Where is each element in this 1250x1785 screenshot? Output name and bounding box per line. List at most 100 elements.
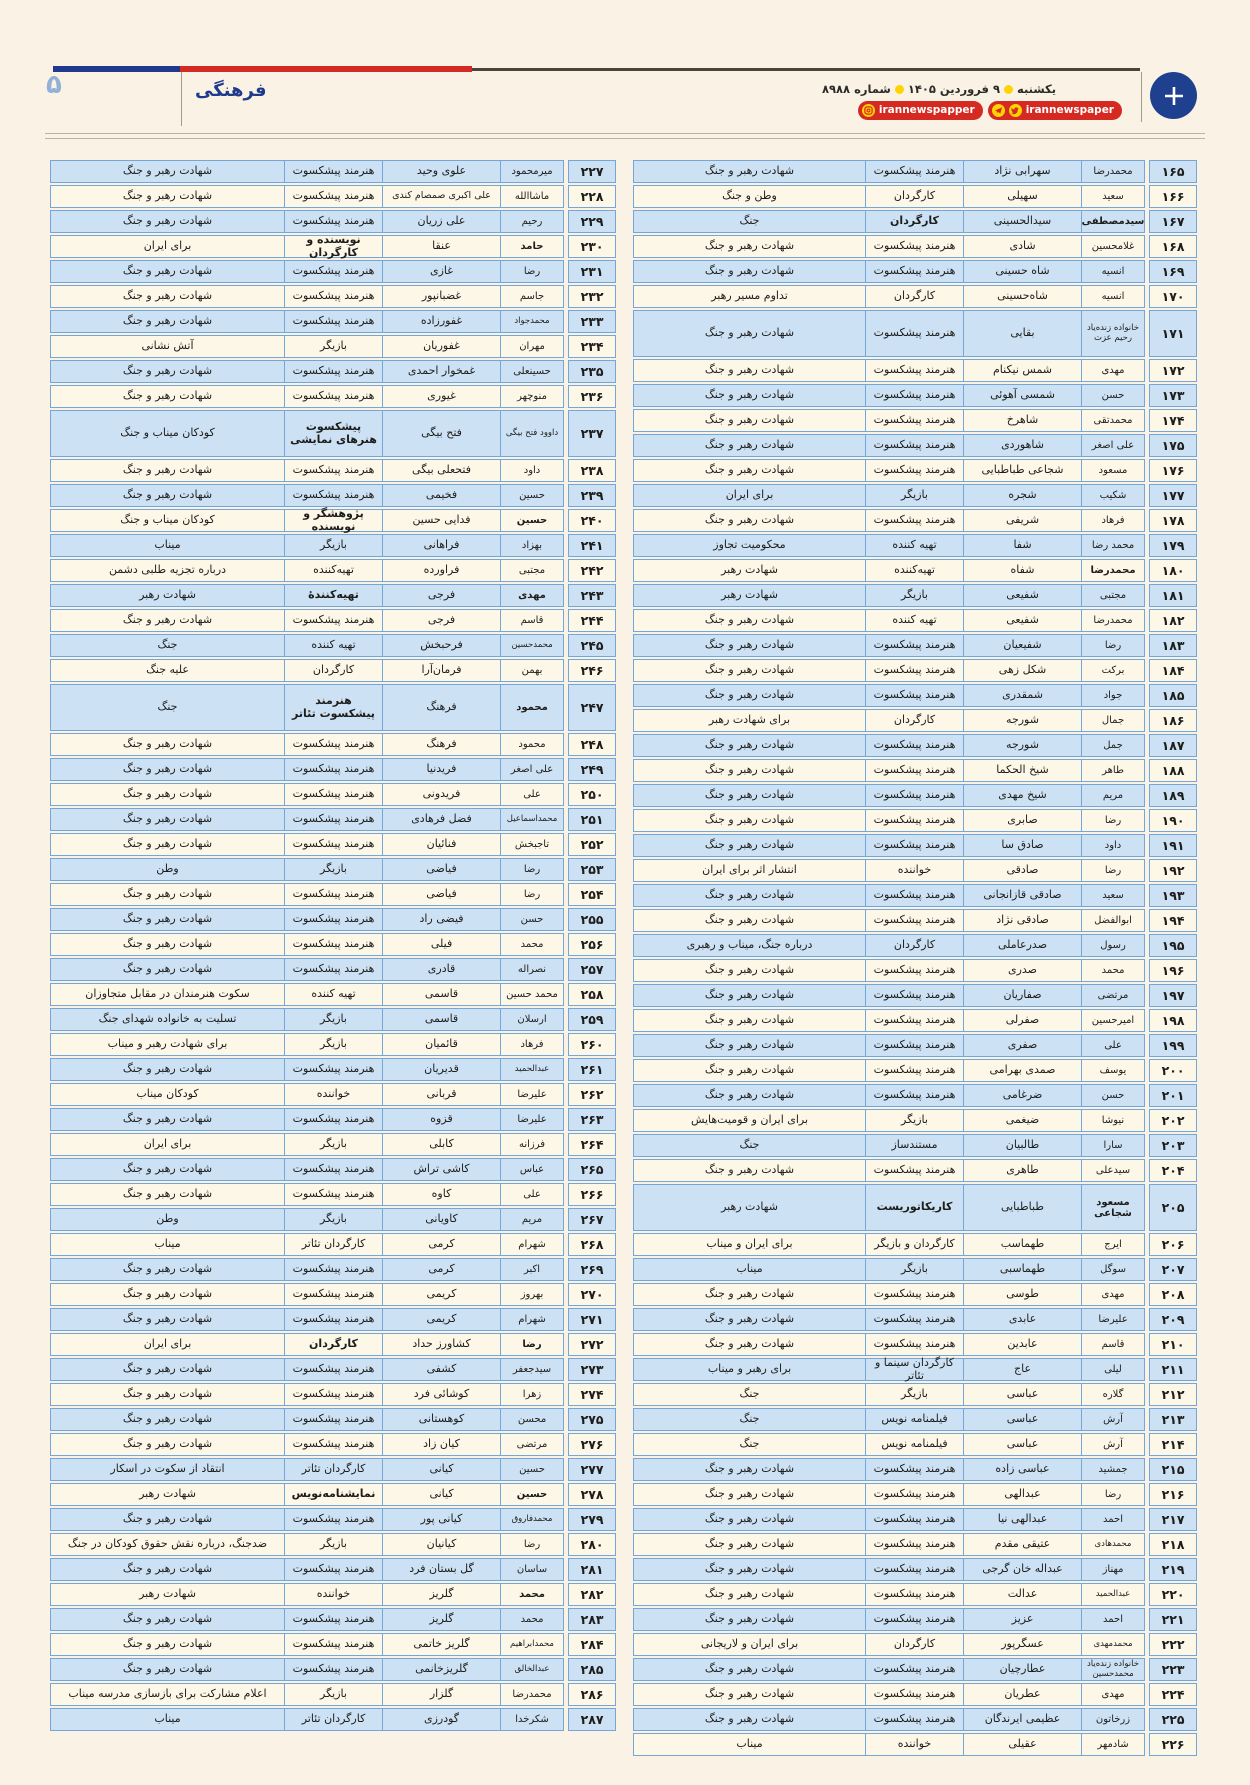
row-number: ۲۳۵ [568, 360, 616, 383]
row-number: ۲۲۳ [1149, 1658, 1197, 1681]
table-row: ۱۹۶ محمد صدری هنرمند پیشکسوت شهادت رهبر و جن… [633, 959, 1197, 982]
header-accent-bar-red [180, 66, 472, 72]
cell-cause: شهادت رهبر و جنگ [51, 161, 285, 182]
row-number: ۱۷۷ [1149, 484, 1197, 507]
cell-first-name: سیدجعفر [512, 1364, 552, 1375]
cell-profession: هنرمند پیشکسوت [866, 1559, 964, 1580]
row-cells: محمدجواد غفورزاده هنرمند پیشکسوت شهادت رهبر… [50, 310, 564, 333]
table-row: ۲۰۷ سوگل طهماسبی بازیگر میناب [633, 1258, 1197, 1281]
row-number: ۲۳۹ [568, 484, 616, 507]
cell-first-name: مجتبی [1099, 590, 1127, 601]
cell-surname: عبدالهی [964, 1484, 1082, 1505]
cell-surname: علی اکبری صمصام کندی [383, 186, 501, 207]
cell-cause: میناب [51, 535, 285, 556]
cell-first-name: سعید [1102, 191, 1124, 202]
cell-surname: فیضی راد [383, 909, 501, 930]
cell-surname: عابدی [964, 1309, 1082, 1330]
table-row: ۲۵۵ حسن فیضی راد هنرمند پیشکسوت شهادت رهبر و… [50, 908, 616, 931]
table-row: ۲۱۸ محمدهادی عتیقی مقدم هنرمند پیشکسوت شهادت… [633, 1533, 1197, 1556]
cell-first-name: زرخاتون [1095, 1714, 1131, 1725]
cell-profession: هنرمند پیشکسوت [285, 1284, 383, 1305]
cell-surname: شاه حسینی [964, 261, 1082, 282]
cell-cause: شهادت رهبر و جنگ [634, 685, 866, 706]
cell-profession: هنرمند پیشکسوت [866, 1709, 964, 1730]
cell-cause: علیه جنگ [51, 660, 285, 681]
cell-profession: هنرمند پیشکسوت [285, 311, 383, 332]
cell-profession: هنرمند پیشکسوت [866, 460, 964, 481]
telegram-twitter-badge[interactable]: irannewspaper [987, 101, 1122, 120]
table-row: ۱۷۶ مسعود شجاعی طباطبایی هنرمند پیشکسوت شهاد… [633, 459, 1197, 482]
table-row: ۲۴۵ محمدحسین فرحبخش تهیه کننده جنگ [50, 634, 616, 657]
cell-profession: هنرمند پیشکسوت [866, 1684, 964, 1705]
header-rule-dark [472, 68, 1140, 71]
row-number: ۲۱۹ [1149, 1558, 1197, 1581]
cell-profession: هنرمند پیشکسوت [866, 236, 964, 257]
iran-plus-logo-icon[interactable] [1150, 72, 1197, 119]
cell-cause: وطن و جنگ [634, 186, 866, 207]
row-number: ۲۲۸ [568, 185, 616, 208]
row-number: ۱۹۵ [1149, 934, 1197, 957]
cell-cause: جنگ [51, 685, 285, 730]
cell-profession: هنرمند پیشکسوت [866, 435, 964, 456]
table-row: ۱۶۹ انسیه شاه حسینی هنرمند پیشکسوت شهادت رهب… [633, 260, 1197, 283]
cell-first-name: علی [523, 789, 541, 800]
row-number: ۱۹۴ [1149, 909, 1197, 932]
cell-profession: هنرمند پیشکسوت [866, 510, 964, 531]
cell-cause: شهادت رهبر و جنگ [634, 810, 866, 831]
table-row: ۲۶۵ عباس کاشی تراش هنرمند پیشکسوت شهادت رهبر… [50, 1158, 616, 1181]
row-cells: مهدی فرجی تهیه‌کنندهٔ شهادت رهبر [50, 584, 564, 607]
cell-first-name: محمدمهدی [1093, 1638, 1133, 1649]
cell-cause: شهادت رهبر و جنگ [634, 910, 866, 931]
row-number: ۲۱۲ [1149, 1383, 1197, 1406]
cell-surname: شفاه [964, 560, 1082, 581]
row-number: ۲۷۰ [568, 1283, 616, 1306]
cell-cause: شهادت رهبر و جنگ [51, 734, 285, 755]
row-number: ۲۶۲ [568, 1083, 616, 1106]
table-row: ۲۳۰ حامد عنقا نویسنده و کارگردان برای ایران [50, 234, 616, 258]
cell-surname: شمقدری [964, 685, 1082, 706]
cell-cause: شهادت رهبر و جنگ [634, 1060, 866, 1081]
instagram-badge[interactable]: irannewspapper [857, 101, 983, 120]
row-cells: داود فتحعلی بیگی هنرمند پیشکسوت شهادت رهبر … [50, 459, 564, 482]
cell-first-name: محمد [520, 1614, 544, 1625]
cell-cause: جنگ [51, 635, 285, 656]
section-divider-line [181, 72, 182, 126]
cell-surname: کیانی پور [383, 1509, 501, 1530]
cell-surname: عبداله خان گرجی [964, 1559, 1082, 1580]
table-row: ۱۷۷ شکیب شجره بازیگر برای ایران [633, 484, 1197, 507]
row-number: ۱۸۶ [1149, 709, 1197, 732]
cell-surname: گودرزی [383, 1709, 501, 1730]
date: ۹ فروردین ۱۴۰۵ [907, 82, 1000, 96]
cell-surname: عباسی [964, 1409, 1082, 1430]
row-cells: علی اصغر فریدنیا هنرمند پیشکسوت شهادت رهبر … [50, 758, 564, 781]
table-row: ۱۷۱ خانواده زنده‌یاد رحیم عزت بقایی هنرمند … [633, 310, 1197, 357]
cell-profession: هنرمند پیشکسوت [285, 809, 383, 830]
cell-cause: شهادت رهبر [51, 585, 285, 606]
cell-profession: کارگردان [866, 710, 964, 731]
cell-surname: صمدی بهرامی [964, 1060, 1082, 1081]
cell-surname: کریمی [383, 1284, 501, 1305]
cell-profession: هنرمند پیشکسوت [285, 884, 383, 905]
cell-first-name: عبدالحمید [1095, 1588, 1131, 1599]
cell-cause: آتش نشانی [51, 336, 285, 357]
cell-cause: شهادت رهبر و جنگ [51, 1659, 285, 1680]
row-number: ۲۱۴ [1149, 1433, 1197, 1456]
cell-first-name: عبدالحمید [514, 1063, 550, 1074]
cell-cause: برای ایران [51, 236, 285, 257]
cell-surname: فنائیان [383, 834, 501, 855]
cell-surname: فرحبخش [383, 635, 501, 656]
table-row: ۲۵۲ تاجبخش فنائیان هنرمند پیشکسوت شهادت رهبر… [50, 833, 616, 856]
table-row: ۲۶۰ فرهاد قائمیان بازیگر برای شهادت رهبر و م… [50, 1033, 616, 1056]
row-cells: شهرام کرمی کارگردان تئاتر میناب [50, 1233, 564, 1256]
cell-first-name: حامد [520, 241, 544, 252]
table-row: ۲۲۹ رحیم علی زریان هنرمند پیشکسوت شهادت رهبر… [50, 210, 616, 233]
cell-profession: هنرمند پیشکسوت [866, 410, 964, 431]
cell-surname: شفا [964, 535, 1082, 556]
cell-profession: بازیگر [285, 336, 383, 357]
cell-profession: هنرمند پیشکسوت [285, 1559, 383, 1580]
cell-cause: برای ایران و لاریجانی [634, 1634, 866, 1655]
table-row: ۱۷۰ انسیه شاه‌حسینی کارگردان تداوم مسیر رهبر [633, 285, 1197, 308]
row-cells: بهزاد فراهانی بازیگر میناب [50, 534, 564, 557]
cell-cause: شهادت رهبر و جنگ [51, 1384, 285, 1405]
table-row: ۲۷۲ رضا کشاورز حداد کارگردان برای ایران [50, 1333, 616, 1356]
